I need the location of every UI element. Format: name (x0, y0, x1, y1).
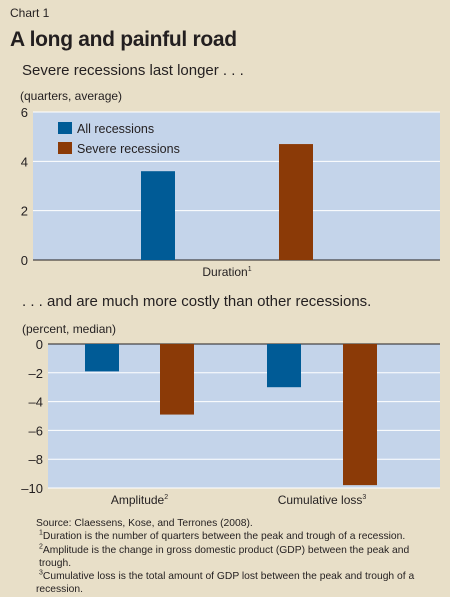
bar-2-all-recessions-amplitude (85, 344, 119, 372)
y-tick-label-2-2: –4 (29, 395, 43, 410)
notes: Source: Claessens, Kose, and Terrones (2… (36, 517, 436, 597)
legend-swatch-all-recessions (58, 122, 72, 134)
bar-2-all-recessions-cumulative-loss (267, 344, 301, 388)
plot-area-1 (33, 112, 440, 260)
chart1-subtitle: Severe recessions last longer . . . (22, 62, 244, 79)
legend-swatch-severe-recessions (58, 142, 72, 154)
bar-1-all-recessions-duration (141, 171, 175, 260)
category-label-2-1: Cumulative loss3 (278, 493, 367, 507)
y-tick-label-1-0: 0 (21, 253, 28, 268)
chart-number: Chart 1 (10, 6, 50, 20)
chart1-unit: (quarters, average) (20, 89, 123, 103)
category-label-2-0: Amplitude2 (111, 493, 168, 507)
page-title: A long and painful road (10, 28, 237, 51)
y-tick-label-2-1: –2 (29, 366, 43, 381)
footnote-2: 2Amplitude is the change in gross domest… (39, 543, 410, 569)
source-note: Source: Claessens, Kose, and Terrones (2… (36, 518, 253, 529)
y-tick-label-2-0: 0 (36, 337, 43, 352)
legend-label-severe-recessions: Severe recessions (77, 142, 180, 156)
footnote-1: 1Duration is the number of quarters betw… (39, 529, 406, 543)
legend-label-all-recessions: All recessions (77, 122, 154, 136)
y-tick-label-1-3: 6 (21, 105, 28, 120)
category-label-1-0: Duration1 (202, 265, 251, 279)
bar-2-severe-recessions-cumulative-loss (343, 344, 377, 486)
y-tick-label-2-3: –6 (29, 423, 43, 438)
chart2-unit: (percent, median) (22, 322, 117, 336)
y-tick-label-2-5: –10 (21, 481, 43, 496)
y-tick-label-1-2: 4 (21, 154, 28, 169)
bar-1-severe-recessions-duration (279, 144, 313, 260)
y-tick-label-1-1: 2 (21, 204, 28, 219)
bar-2-severe-recessions-amplitude (160, 344, 194, 415)
footnote-3: 3Cumulative loss is the total amount of … (36, 569, 415, 596)
y-tick-label-2-4: –8 (29, 452, 43, 467)
chart2-subtitle: . . . and are much more costly than othe… (22, 293, 372, 310)
